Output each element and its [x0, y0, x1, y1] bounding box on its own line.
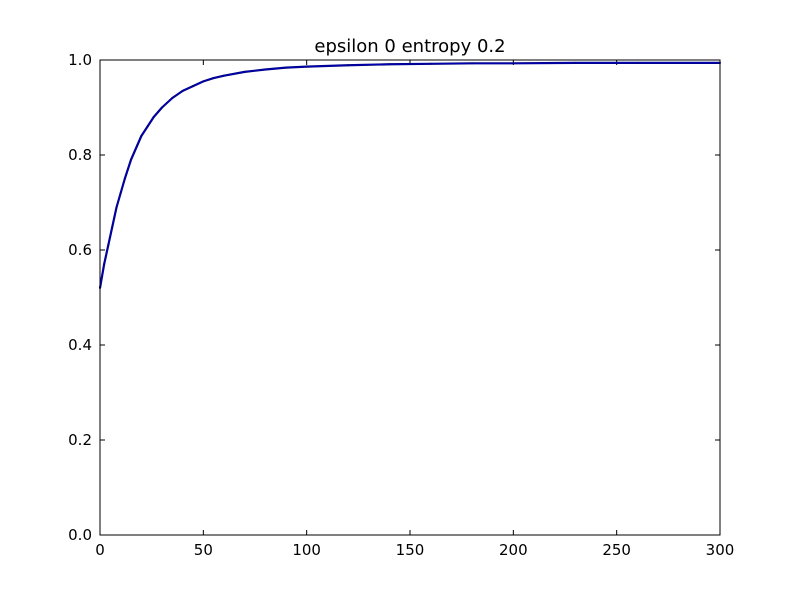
y-tick-label: 0.2 [68, 431, 92, 449]
series-point [181, 89, 184, 92]
series-point [192, 85, 194, 88]
series-point [115, 206, 118, 209]
chart-title: epsilon 0 entropy 0.2 [314, 36, 505, 57]
y-tick-label: 0.4 [68, 336, 92, 354]
series-point [111, 225, 114, 228]
series-point [347, 64, 349, 67]
series-point [512, 62, 515, 65]
series-point [152, 116, 155, 118]
series-point [171, 97, 174, 99]
series-point [140, 135, 143, 137]
series-point [429, 62, 432, 65]
series-point [243, 70, 246, 73]
series-point [574, 61, 577, 64]
series-point [471, 62, 473, 65]
y-tick-label: 0.0 [68, 526, 92, 544]
x-tick-label: 50 [194, 541, 213, 559]
x-tick-label: 100 [292, 541, 321, 559]
y-tick-label: 0.8 [68, 146, 92, 164]
series-point [305, 65, 308, 68]
x-tick-label: 250 [602, 541, 631, 559]
series-point [146, 125, 149, 128]
series-point [119, 192, 122, 194]
series-point [264, 68, 267, 71]
series-point [388, 63, 391, 66]
series-point [107, 244, 110, 247]
y-tick-label: 0.6 [68, 241, 92, 259]
series-point [285, 66, 287, 69]
plot-area-frame [99, 59, 721, 536]
series-point [636, 61, 639, 64]
series-lines [98, 61, 721, 289]
series-point [123, 177, 126, 180]
series-point [202, 80, 205, 83]
x-tick-label: 200 [499, 541, 528, 559]
y-tick-label: 1.0 [68, 51, 92, 69]
x-tick-label: 0 [95, 541, 105, 559]
series-point [130, 158, 132, 161]
axis-tick-labels: 0 50 100 150 200 250 300 0.0 0.2 0.4 0.6 0.8 1.0 [68, 51, 734, 559]
x-tick-label: 150 [396, 541, 425, 559]
series-point [136, 144, 139, 147]
series-point [212, 77, 215, 80]
series-point [161, 106, 163, 109]
series-point [103, 263, 106, 266]
series-point [223, 74, 225, 77]
x-tick-label: 300 [706, 541, 735, 559]
